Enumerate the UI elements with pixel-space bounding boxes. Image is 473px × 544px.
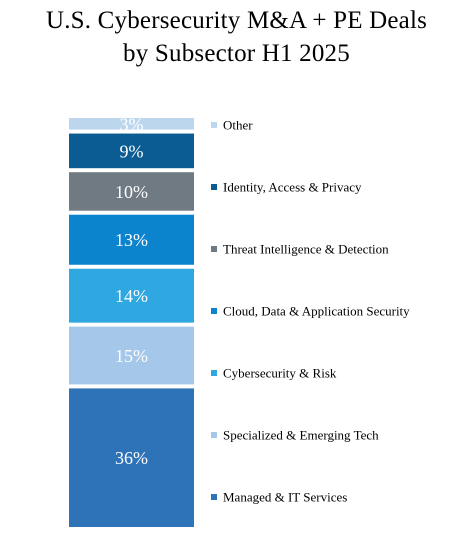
data-label-3: 14%	[115, 286, 148, 306]
legend-label-3: Cybersecurity & Risk	[223, 366, 337, 381]
data-label-7: 3%	[120, 114, 144, 134]
chart-title-line-1: U.S. Cybersecurity M&A + PE Deals	[45, 7, 428, 34]
legend: Managed & IT Services Specialized & Emerg…	[211, 118, 410, 505]
bar-segment-5	[69, 172, 194, 211]
legend-label-5: Threat Intelligence & Detection	[223, 242, 389, 257]
legend-label-4: Cloud, Data & Application Security	[223, 304, 410, 319]
data-label-5: 10%	[115, 182, 148, 202]
legend-swatch-3	[211, 370, 217, 376]
legend-label-2: Specialized & Emerging Tech	[223, 428, 379, 443]
legend-swatch-6	[211, 184, 217, 190]
data-label-6: 9%	[120, 141, 144, 161]
legend-swatch-2	[211, 432, 217, 438]
legend-swatch-7	[211, 122, 217, 128]
bar-segment-7	[69, 118, 194, 130]
bar-segment-1	[69, 388, 194, 527]
data-label-4: 13%	[115, 230, 148, 250]
legend-label-7: Other	[223, 118, 253, 133]
bar-segment-2	[69, 326, 194, 385]
data-label-1: 36%	[115, 448, 148, 468]
chart-title-line-2: by Subsector H1 2025	[123, 40, 350, 67]
legend-swatch-1	[211, 494, 217, 500]
chart-title: U.S. Cybersecurity M&A + PE Deals by Sub…	[0, 4, 473, 70]
bar-segment-3	[69, 268, 194, 323]
legend-label-1: Managed & IT Services	[223, 490, 347, 505]
legend-swatch-5	[211, 246, 217, 252]
data-label-2: 15%	[115, 346, 148, 366]
bar-segments: 36% 15% 14% 13% 10% 9% 3%	[69, 114, 194, 527]
legend-swatch-4	[211, 308, 217, 314]
legend-label-6: Identity, Access & Privacy	[223, 180, 362, 195]
bar-segment-6	[69, 133, 194, 169]
bar-segment-4	[69, 214, 194, 265]
